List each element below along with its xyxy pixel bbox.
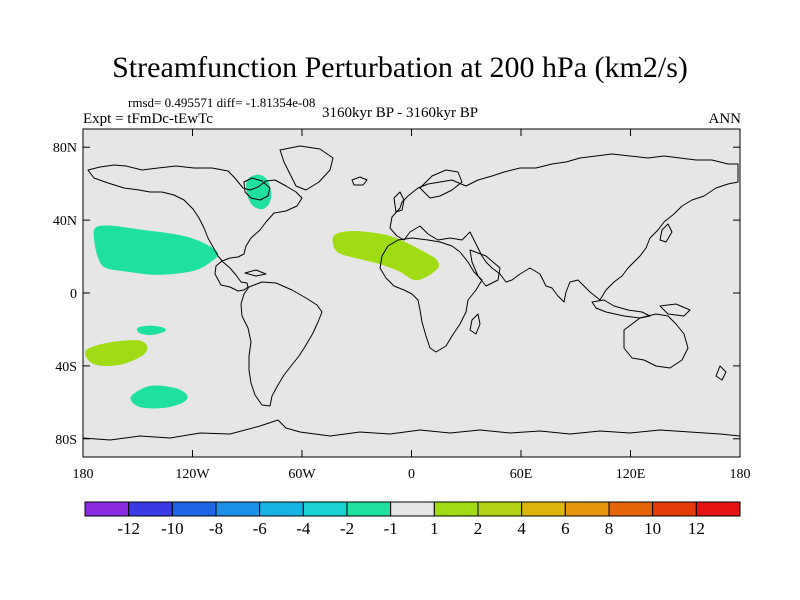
colorbar-label: 4 bbox=[517, 519, 526, 538]
anomaly-region-north-atlantic-africa bbox=[332, 230, 440, 281]
colorbar-swatch bbox=[695, 501, 741, 517]
colorbar-swatch bbox=[259, 501, 304, 517]
colorbar-label: -4 bbox=[296, 519, 311, 538]
colorbar-label: 8 bbox=[605, 519, 614, 538]
x-tick-label: 120W bbox=[175, 467, 210, 482]
colorbar-swatch bbox=[477, 501, 523, 517]
coastlines bbox=[82, 145, 741, 441]
anomaly-region-south-pacific-west bbox=[84, 340, 148, 367]
coastline-arabia bbox=[469, 249, 501, 287]
map-background bbox=[83, 129, 740, 457]
coastline-australia bbox=[623, 313, 689, 369]
colorbar-swatch bbox=[171, 501, 217, 517]
coastline-antarctica bbox=[82, 419, 741, 441]
colorbar-label: 6 bbox=[561, 519, 570, 538]
period-label: 3160kyr BP - 3160kyr BP bbox=[322, 105, 479, 121]
coastline-eurasia bbox=[389, 153, 739, 303]
colorbar-label: -2 bbox=[340, 519, 354, 538]
x-tick-label: 60E bbox=[510, 467, 533, 482]
coastline-japan bbox=[659, 223, 673, 243]
anomaly-region-south-pacific-small bbox=[136, 325, 166, 335]
coastline-new-zealand bbox=[715, 365, 727, 381]
colorbar-label: -8 bbox=[209, 519, 223, 538]
colorbar-label: -6 bbox=[253, 519, 267, 538]
colorbar-swatch bbox=[433, 501, 479, 517]
colorbar-swatch bbox=[521, 501, 566, 517]
colorbar-label: 10 bbox=[644, 519, 661, 538]
coastline-iceland bbox=[351, 176, 368, 186]
colorbar-label: 12 bbox=[688, 519, 705, 538]
colorbar-swatch bbox=[346, 501, 392, 517]
colorbar-label: -10 bbox=[161, 519, 184, 538]
y-tick-label: 40S bbox=[55, 360, 77, 375]
y-tick-label: 80S bbox=[55, 433, 77, 448]
colorbar-swatch bbox=[215, 501, 261, 517]
colorbar-label: -12 bbox=[117, 519, 140, 538]
map-axes: 180 120W 60W 0 60E 120E 180 80N 40N 0 40S 80S bbox=[53, 129, 751, 482]
anomaly-region-south-pacific-south bbox=[130, 385, 188, 409]
colorbar-swatch bbox=[608, 501, 654, 517]
coastline-madagascar bbox=[469, 313, 481, 335]
colorbar-label: -1 bbox=[384, 519, 398, 538]
experiment-label: Expt = tFmDc-tEwTc bbox=[83, 111, 213, 127]
coastline-north-america bbox=[87, 164, 303, 292]
x-tick-label: 180 bbox=[730, 467, 751, 482]
colorbar-label: 2 bbox=[474, 519, 483, 538]
colorbar-swatch bbox=[564, 501, 610, 517]
colorbar-swatch bbox=[652, 501, 697, 517]
x-tick-label: 120E bbox=[616, 467, 646, 482]
anomaly-region-north-pacific bbox=[93, 225, 219, 275]
colorbar-swatch bbox=[302, 501, 348, 517]
season-label: ANN bbox=[708, 111, 742, 127]
coastline-greenland bbox=[279, 145, 334, 191]
y-tick-label: 80N bbox=[53, 141, 77, 156]
chart-title: Streamfunction Perturbation at 200 hPa (… bbox=[112, 51, 688, 84]
x-tick-label: 180 bbox=[73, 467, 94, 482]
colorbar: -12 -10 -8 -6 -4 -2 -1 1 2 4 6 8 10 12 bbox=[84, 501, 741, 538]
coastline-hudson-bay bbox=[243, 177, 271, 201]
coastline-new-guinea bbox=[659, 303, 691, 317]
colorbar-swatch bbox=[128, 501, 173, 517]
x-tick-label: 60W bbox=[288, 467, 316, 482]
y-tick-label: 0 bbox=[70, 287, 77, 302]
rmsd-diff-label: rmsd= 0.495571 diff= -1.81354e-08 bbox=[128, 95, 316, 110]
coastline-south-america bbox=[240, 281, 323, 407]
coastline-great-britain bbox=[393, 191, 405, 213]
x-tick-label: 0 bbox=[408, 467, 415, 482]
coastline-cuba bbox=[244, 269, 267, 277]
colorbar-swatch bbox=[390, 501, 435, 517]
coastline-scandinavia bbox=[419, 169, 463, 199]
anomaly-regions bbox=[84, 174, 440, 409]
y-tick-label: 40N bbox=[53, 214, 77, 229]
colorbar-swatch bbox=[84, 501, 130, 517]
coastline-africa bbox=[379, 237, 483, 353]
colorbar-label: 1 bbox=[430, 519, 439, 538]
